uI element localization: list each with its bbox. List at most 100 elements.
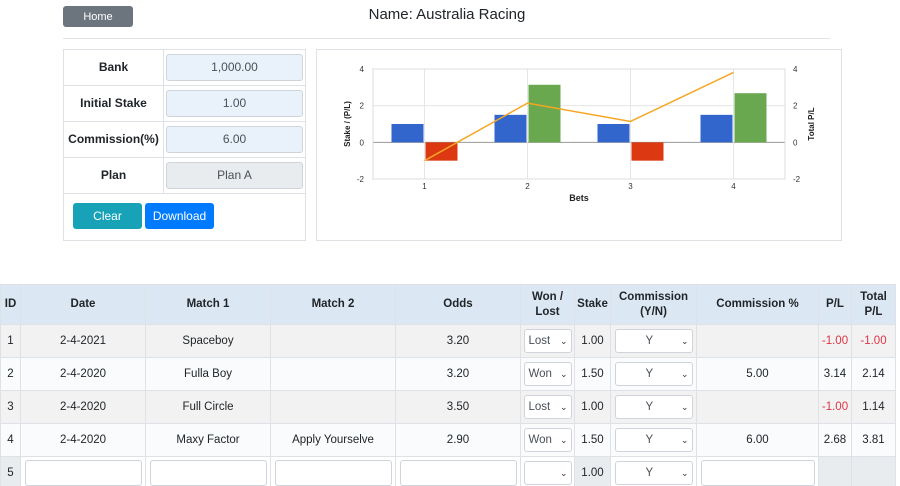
pl-bar xyxy=(734,93,767,143)
cell-match2 xyxy=(270,390,396,424)
stake-bar xyxy=(391,124,424,143)
cell-match1 xyxy=(145,456,271,486)
y2-tick-label: -2 xyxy=(793,175,801,184)
clear-button[interactable]: Clear xyxy=(73,203,142,229)
cell-date: 2-4-2021 xyxy=(20,324,146,358)
cell-odds: 3.20 xyxy=(395,357,521,391)
cell-pl: -1.00 xyxy=(818,324,852,358)
y-tick-label: -2 xyxy=(357,175,365,184)
match1-input[interactable] xyxy=(149,460,267,486)
cell-commission-pct xyxy=(696,390,819,424)
table-row: 3 2-4-2020 Full Circle 3.50 Lost ⌄ 1.00 Y… xyxy=(0,390,896,424)
table-row: 1 2-4-2021 Spaceboy 3.20 Lost ⌄ 1.00 Y ⌄ -… xyxy=(0,324,896,358)
cell-odds: 3.50 xyxy=(395,390,521,424)
commission-label: Commission(%) xyxy=(64,122,164,157)
table-row: 2 2-4-2020 Fulla Boy 3.20 Won ⌄ 1.50 Y ⌄ 5… xyxy=(0,357,896,391)
commission-pct-input[interactable] xyxy=(700,460,815,486)
y-tick-label: 4 xyxy=(360,65,365,74)
won-lost-value: Won xyxy=(528,368,552,380)
y2-tick-label: 0 xyxy=(793,138,798,147)
page-title: Name: Australia Racing xyxy=(368,6,526,23)
cell-date: 2-4-2020 xyxy=(20,390,146,424)
won-lost-select[interactable]: Won ⌄ xyxy=(523,428,572,452)
cell-stake: 1.00 xyxy=(574,324,611,358)
divider xyxy=(63,38,830,39)
cell-id: 5 xyxy=(0,456,21,486)
cell-commission-pct: 6.00 xyxy=(696,423,819,457)
commission-select[interactable]: Y ⌄ xyxy=(614,395,693,419)
y-axis-label: Stake / (P/L) xyxy=(343,101,352,147)
cell-total-pl xyxy=(851,456,896,486)
x-axis-label: Bets xyxy=(569,193,589,203)
commission-select[interactable]: Y ⌄ xyxy=(614,461,693,485)
match2-input[interactable] xyxy=(274,460,392,486)
y-tick-label: 0 xyxy=(360,138,365,147)
won-lost-select[interactable]: Lost ⌄ xyxy=(523,329,572,353)
cell-commission: Y ⌄ xyxy=(610,390,697,424)
cell-commission: Y ⌄ xyxy=(610,357,697,391)
header-match1: Match 1 xyxy=(145,284,271,325)
cell-won-lost: Lost ⌄ xyxy=(520,390,575,424)
bank-input[interactable]: 1,000.00 xyxy=(166,54,303,81)
date-input[interactable] xyxy=(24,460,142,486)
commission-select[interactable]: Y ⌄ xyxy=(614,329,693,353)
commission-row: Commission(%) 6.00 xyxy=(64,122,305,158)
header-odds: Odds xyxy=(395,284,521,325)
cell-match1: Maxy Factor xyxy=(145,423,271,457)
cell-date xyxy=(20,456,146,486)
commission-input[interactable]: 6.00 xyxy=(166,126,303,153)
won-lost-value: Lost xyxy=(528,401,551,413)
odds-input[interactable] xyxy=(399,460,517,486)
y2-tick-label: 4 xyxy=(793,65,798,74)
commission-select[interactable]: Y ⌄ xyxy=(614,428,693,452)
commission-value: Y xyxy=(645,434,654,446)
header-match2: Match 2 xyxy=(270,284,396,325)
cell-commission: Y ⌄ xyxy=(610,324,697,358)
cell-stake: 1.50 xyxy=(574,423,611,457)
settings-panel: Bank 1,000.00 Initial Stake 1.00 Commiss… xyxy=(63,49,306,241)
cell-total-pl: 1.14 xyxy=(851,390,896,424)
commission-value: Y xyxy=(645,368,654,380)
bets-chart: 4 4 2 2 0 0 -2 -2 1 2 3 4 Bets Stake / (P/L) Total P/L xyxy=(343,65,816,203)
table-row: 4 2-4-2020 Maxy Factor Apply Yourselve 2… xyxy=(0,423,896,457)
plan-row: Plan Plan A xyxy=(64,158,305,194)
plot-area xyxy=(372,68,786,180)
cell-match1: Fulla Boy xyxy=(145,357,271,391)
header-stake: Stake xyxy=(574,284,611,325)
cell-stake: 1.00 xyxy=(574,390,611,424)
chevron-down-icon: ⌄ xyxy=(678,429,689,451)
cell-commission: Y ⌄ xyxy=(610,423,697,457)
cell-odds: 2.90 xyxy=(395,423,521,457)
cell-won-lost: Won ⌄ xyxy=(520,357,575,391)
initial-stake-input[interactable]: 1.00 xyxy=(166,90,303,117)
cell-odds xyxy=(395,456,521,486)
chevron-down-icon: ⌄ xyxy=(557,363,568,385)
chevron-down-icon: ⌄ xyxy=(557,396,568,418)
chevron-down-icon: ⌄ xyxy=(678,396,689,418)
cell-stake: 1.00 xyxy=(574,456,611,486)
chevron-down-icon: ⌄ xyxy=(557,462,568,484)
download-button[interactable]: Download xyxy=(145,203,214,229)
header-won-lost: Won / Lost xyxy=(520,284,575,325)
commission-select[interactable]: Y ⌄ xyxy=(614,362,693,386)
cell-commission-pct: 5.00 xyxy=(696,357,819,391)
won-lost-select[interactable]: ⌄ xyxy=(523,461,572,485)
y2-tick-label: 2 xyxy=(793,102,798,111)
cell-id: 3 xyxy=(0,390,21,424)
commission-value: Y xyxy=(645,335,654,347)
cell-pl xyxy=(818,456,852,486)
table-header-row: ID Date Match 1 Match 2 Odds Won / Lost … xyxy=(0,284,896,325)
x-tick-label: 3 xyxy=(628,182,633,191)
commission-value: Y xyxy=(645,401,654,413)
cell-date: 2-4-2020 xyxy=(20,423,146,457)
chevron-down-icon: ⌄ xyxy=(678,363,689,385)
won-lost-select[interactable]: Won ⌄ xyxy=(523,362,572,386)
won-lost-select[interactable]: Lost ⌄ xyxy=(523,395,572,419)
cell-id: 1 xyxy=(0,324,21,358)
cell-match2: Apply Yourselve xyxy=(270,423,396,457)
won-lost-value: Lost xyxy=(528,335,551,347)
y2-axis-label: Total P/L xyxy=(807,107,816,140)
cell-commission: Y ⌄ xyxy=(610,456,697,486)
home-button[interactable]: Home xyxy=(63,6,133,27)
cell-total-pl: -1.00 xyxy=(851,324,896,358)
